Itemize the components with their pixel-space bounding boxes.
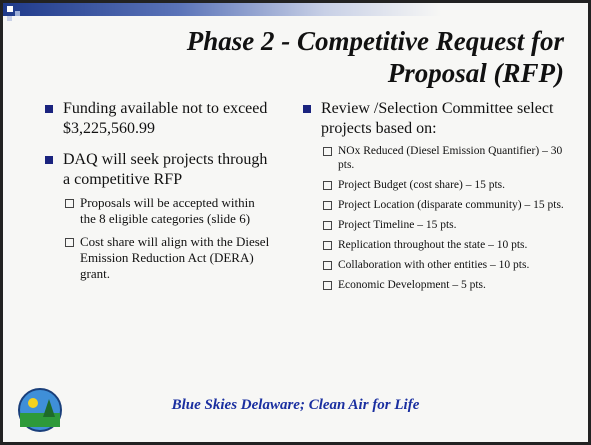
slide-title: Phase 2 - Competitive Request for Propos… (187, 25, 564, 89)
bullet-list: Review /Selection Committee select proje… (299, 99, 569, 292)
bullet-text: Review /Selection Committee select proje… (321, 100, 554, 137)
sub-bullet: Project Location (disparate community) –… (321, 198, 569, 212)
left-column: Funding available not to exceed $3,225,5… (41, 99, 273, 293)
right-column: Review /Selection Committee select proje… (299, 99, 569, 303)
bullet-item: Review /Selection Committee select proje… (299, 99, 569, 292)
title-line: Phase 2 - Competitive Request for (186, 26, 564, 56)
bullet-item: DAQ will seek projects through a competi… (41, 150, 273, 282)
sub-bullet: Economic Development – 5 pts. (321, 278, 569, 292)
decor (7, 6, 13, 12)
sub-bullet: Proposals will be accepted within the 8 … (63, 195, 273, 227)
sub-bullet: Collaboration with other entities – 10 p… (321, 258, 569, 272)
footer-text: Blue Skies Delaware; Clean Air for Life (171, 397, 420, 413)
title-line: Proposal (RFP) (387, 58, 564, 88)
bullet-text: Funding available not to exceed $3,225,5… (63, 100, 268, 137)
sub-bullet: NOx Reduced (Diesel Emission Quantifier)… (321, 144, 569, 172)
sub-bullet: Project Budget (cost share) – 15 pts. (321, 178, 569, 192)
decor (15, 11, 20, 16)
sub-bullet: Cost share will align with the Diesel Em… (63, 234, 273, 282)
bullet-list: Funding available not to exceed $3,225,5… (41, 99, 273, 282)
bullet-item: Funding available not to exceed $3,225,5… (41, 99, 273, 139)
sub-list: Proposals will be accepted within the 8 … (63, 195, 273, 282)
sub-bullet: Project Timeline – 15 pts. (321, 218, 569, 232)
bullet-text: DAQ will seek projects through a competi… (63, 151, 268, 188)
decor (7, 16, 12, 21)
logo (18, 388, 62, 432)
top-bar (3, 3, 588, 16)
sub-bullet: Replication throughout the state – 10 pt… (321, 238, 569, 252)
sub-list: NOx Reduced (Diesel Emission Quantifier)… (321, 144, 569, 292)
